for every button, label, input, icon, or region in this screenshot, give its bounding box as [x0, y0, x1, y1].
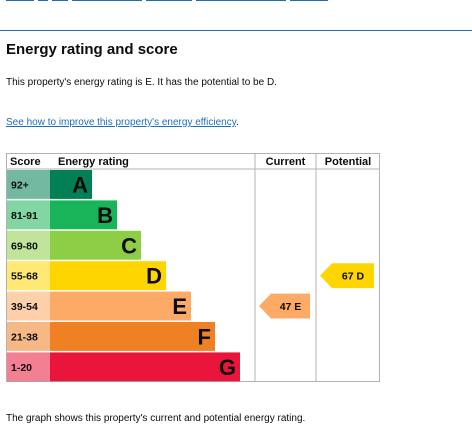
band-range-g: 1-20 [11, 362, 32, 374]
band-range-c: 69-80 [11, 240, 38, 252]
header-potential: Potential [325, 156, 371, 168]
top-link-underline [6, 0, 34, 1]
top-link-underline [196, 0, 286, 1]
band-bar-g [50, 352, 240, 382]
potential-rating-label: 67 D [342, 271, 365, 283]
band-range-a: 92+ [11, 179, 29, 191]
band-letter-a: A [72, 172, 88, 197]
band-range-d: 55-68 [11, 271, 38, 283]
band-score-cell [7, 230, 50, 260]
improve-efficiency-link[interactable]: See how to improve this property's energ… [6, 117, 236, 128]
band-score-cell [7, 200, 50, 230]
band-score-cell [7, 170, 50, 199]
band-bar-c [50, 230, 141, 260]
section-heading: Energy rating and score [6, 41, 178, 58]
improve-link-row: See how to improve this property's energ… [6, 117, 239, 128]
band-range-b: 81-91 [11, 210, 38, 222]
band-score-cell [7, 352, 50, 382]
top-link-underline [38, 0, 48, 1]
band-bar-e [50, 291, 191, 321]
band-bar-a [50, 170, 92, 199]
band-range-f: 21-38 [11, 331, 38, 343]
band-bar-d [50, 261, 166, 291]
band-letter-c: C [121, 233, 137, 258]
graph-caption: The graph shows this property's current … [6, 413, 306, 424]
top-links-strip [6, 0, 336, 3]
potential-rating-arrow [320, 263, 374, 289]
band-letter-d: D [146, 264, 162, 289]
rating-summary: This property's energy rating is E. It h… [6, 77, 277, 88]
header-score: Score [10, 156, 41, 168]
top-link-underline [72, 0, 142, 1]
current-rating-arrow [259, 293, 310, 319]
current-rating-label: 47 E [280, 301, 302, 313]
band-score-cell [7, 322, 50, 351]
improve-link-suffix: . [236, 117, 239, 128]
top-link-underline [290, 0, 328, 1]
band-bar-f [50, 322, 215, 351]
band-score-cell [7, 261, 50, 291]
energy-rating-graph: Score Energy rating Current Potential 92+ A 81… [6, 153, 380, 382]
band-score-cell [7, 291, 50, 321]
band-range-e: 39-54 [11, 301, 38, 313]
band-letter-g: G [219, 355, 236, 380]
section-divider [0, 30, 472, 31]
header-energy-rating: Energy rating [58, 156, 129, 168]
top-link-underline [146, 0, 192, 1]
band-letter-b: B [97, 203, 113, 228]
graph-frame [6, 153, 380, 382]
band-letter-f: F [198, 324, 211, 349]
top-link-underline [52, 0, 68, 1]
header-current: Current [266, 156, 306, 168]
energy-rating-chart-svg: Score Energy rating Current Potential 92+ A 81… [6, 153, 380, 382]
band-bar-b [50, 200, 117, 230]
band-letter-e: E [172, 294, 187, 319]
